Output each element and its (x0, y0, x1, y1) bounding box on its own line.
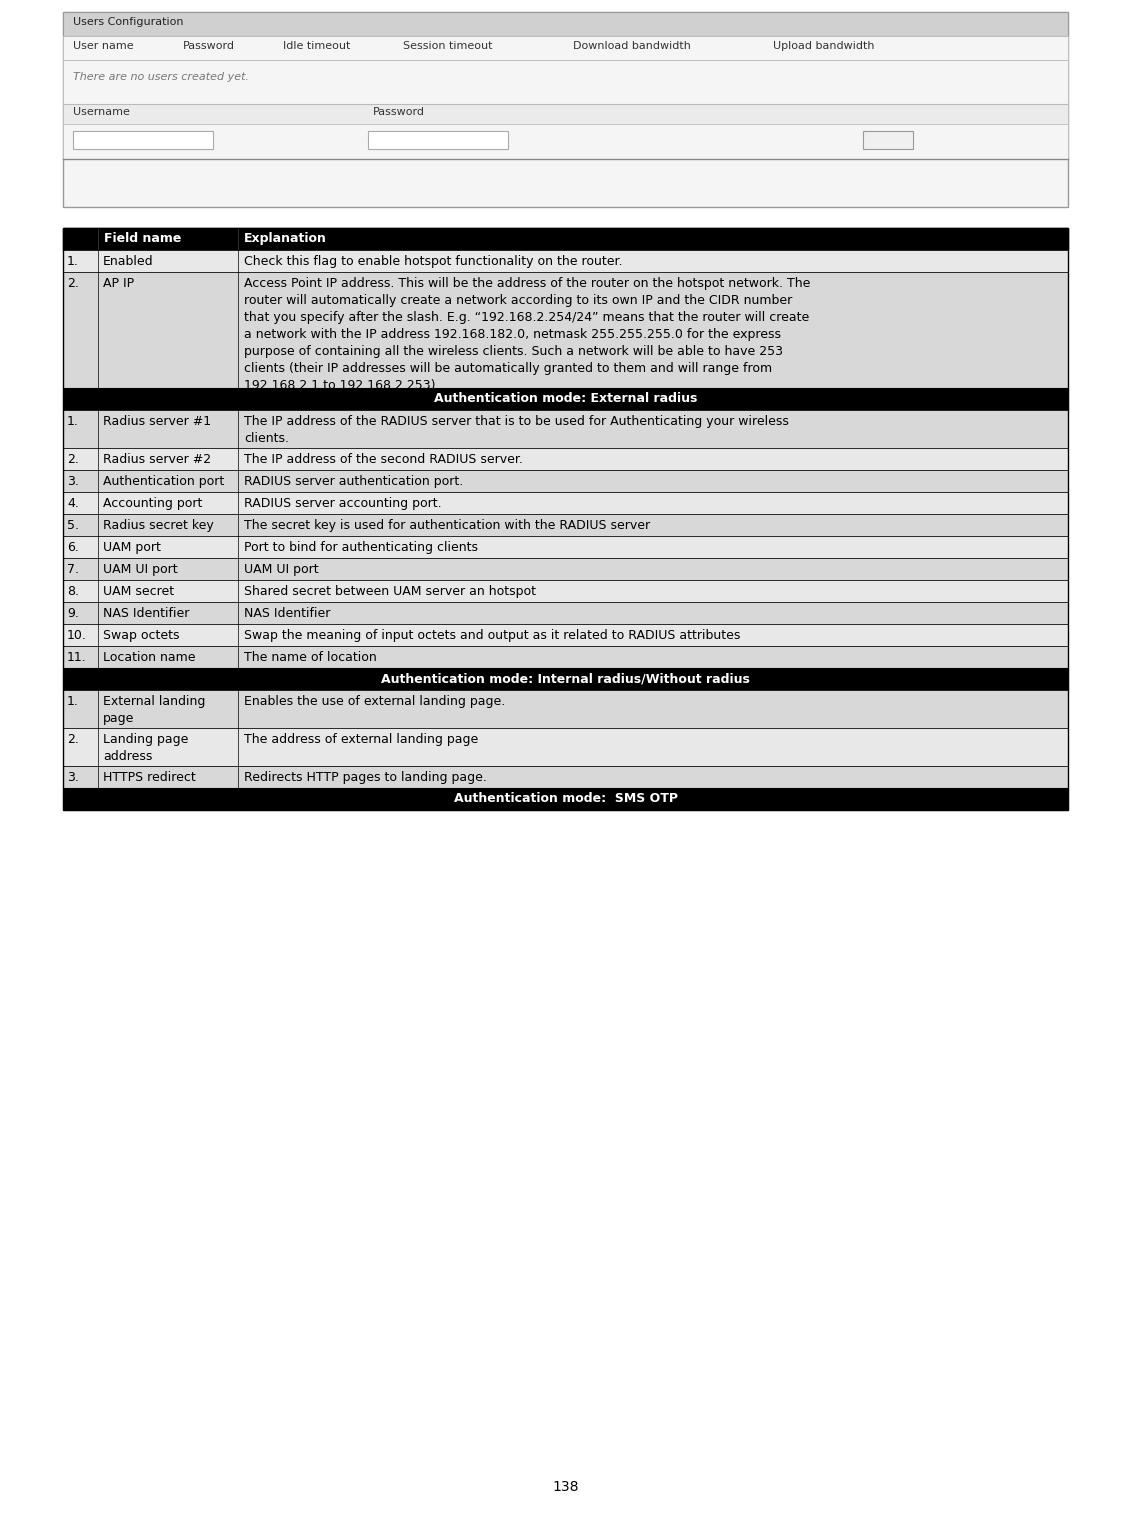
Text: External landing
page: External landing page (103, 694, 206, 725)
Bar (63, 12, 1068, 36)
Text: 1.: 1. (67, 415, 79, 428)
Text: UAM UI port: UAM UI port (103, 563, 178, 576)
Text: 4.: 4. (67, 496, 79, 510)
Bar (63, 558, 1068, 579)
Bar (63, 410, 1068, 448)
Bar (63, 124, 1068, 159)
Bar (63, 514, 1068, 536)
Bar (63, 602, 1068, 623)
Text: Landing page
address: Landing page address (103, 732, 189, 763)
Bar (63, 471, 1068, 492)
Text: Users Configuration: Users Configuration (74, 17, 183, 27)
Bar (63, 448, 1068, 471)
Text: The address of external landing page: The address of external landing page (244, 732, 478, 746)
Text: 1.: 1. (67, 256, 79, 268)
Text: Explanation: Explanation (244, 231, 327, 245)
Text: 5.: 5. (67, 519, 79, 533)
Text: Password: Password (183, 41, 235, 51)
Bar (63, 579, 1068, 602)
Text: UAM secret: UAM secret (103, 586, 174, 598)
Text: The secret key is used for authentication with the RADIUS server: The secret key is used for authenticatio… (244, 519, 650, 533)
Text: 1.: 1. (67, 694, 79, 708)
Bar (74, 132, 213, 148)
Bar (63, 690, 1068, 728)
Text: Authentication mode: Internal radius/Without radius: Authentication mode: Internal radius/Wit… (381, 672, 750, 685)
Bar (368, 132, 508, 148)
Text: Authentication mode: External radius: Authentication mode: External radius (434, 392, 697, 405)
Bar (63, 536, 1068, 558)
Bar (63, 492, 1068, 514)
Bar (63, 623, 1068, 646)
Text: Authentication port: Authentication port (103, 475, 224, 489)
Text: Enabled: Enabled (103, 256, 154, 268)
Bar (63, 728, 1068, 766)
Bar (63, 104, 1068, 124)
Text: Port to bind for authenticating clients: Port to bind for authenticating clients (244, 542, 478, 554)
Bar (63, 250, 1068, 272)
Text: Check this flag to enable hotspot functionality on the router.: Check this flag to enable hotspot functi… (244, 256, 622, 268)
Text: Authentication mode:  SMS OTP: Authentication mode: SMS OTP (454, 791, 677, 805)
Bar (63, 387, 1068, 410)
Text: Idle timeout: Idle timeout (283, 41, 351, 51)
Bar (63, 12, 1068, 207)
Text: Swap the meaning of input octets and output as it related to RADIUS attributes: Swap the meaning of input octets and out… (244, 629, 741, 642)
Text: 2.: 2. (67, 277, 79, 290)
Text: 6.: 6. (67, 542, 79, 554)
Bar (63, 36, 1068, 61)
Text: Radius secret key: Radius secret key (103, 519, 214, 533)
Text: 11.: 11. (67, 651, 87, 664)
Text: Radius server #1: Radius server #1 (103, 415, 211, 428)
Text: There are no users created yet.: There are no users created yet. (74, 73, 249, 82)
Text: The IP address of the RADIUS server that is to be used for Authenticating your w: The IP address of the RADIUS server that… (244, 415, 789, 445)
Text: Field name: Field name (104, 231, 181, 245)
Text: Radius server #2: Radius server #2 (103, 452, 211, 466)
Text: 3.: 3. (67, 772, 79, 784)
Text: Accounting port: Accounting port (103, 496, 202, 510)
Bar (63, 766, 1068, 788)
Text: HTTPS redirect: HTTPS redirect (103, 772, 196, 784)
Text: NAS Identifier: NAS Identifier (103, 607, 189, 620)
Text: Session timeout: Session timeout (403, 41, 492, 51)
Text: Download bandwidth: Download bandwidth (573, 41, 691, 51)
Text: 10.: 10. (67, 629, 87, 642)
Text: 7.: 7. (67, 563, 79, 576)
Bar (63, 228, 1068, 809)
Text: Shared secret between UAM server an hotspot: Shared secret between UAM server an hots… (244, 586, 536, 598)
Bar (63, 228, 1068, 250)
Text: Username: Username (74, 107, 130, 117)
Text: RADIUS server authentication port.: RADIUS server authentication port. (244, 475, 464, 489)
Bar (863, 132, 913, 148)
Text: AP IP: AP IP (103, 277, 135, 290)
Text: The IP address of the second RADIUS server.: The IP address of the second RADIUS serv… (244, 452, 523, 466)
Text: Add: Add (878, 133, 899, 144)
Bar (63, 61, 1068, 104)
Text: NAS Identifier: NAS Identifier (244, 607, 330, 620)
Bar (63, 646, 1068, 669)
Text: UAM UI port: UAM UI port (244, 563, 319, 576)
Bar (63, 272, 1068, 387)
Text: Location name: Location name (103, 651, 196, 664)
Text: RADIUS server accounting port.: RADIUS server accounting port. (244, 496, 441, 510)
Text: 2.: 2. (67, 452, 79, 466)
Text: Password: Password (373, 107, 425, 117)
Text: Upload bandwidth: Upload bandwidth (772, 41, 874, 51)
Text: Swap octets: Swap octets (103, 629, 180, 642)
Text: 8.: 8. (67, 586, 79, 598)
Text: Access Point IP address. This will be the address of the router on the hotspot n: Access Point IP address. This will be th… (244, 277, 811, 392)
Text: Enables the use of external landing page.: Enables the use of external landing page… (244, 694, 506, 708)
Text: 9.: 9. (67, 607, 79, 620)
Text: 138: 138 (552, 1480, 579, 1493)
Text: 2.: 2. (67, 732, 79, 746)
Bar (63, 669, 1068, 690)
Text: Redirects HTTP pages to landing page.: Redirects HTTP pages to landing page. (244, 772, 486, 784)
Text: 3.: 3. (67, 475, 79, 489)
Text: User name: User name (74, 41, 133, 51)
Text: UAM port: UAM port (103, 542, 161, 554)
Text: The name of location: The name of location (244, 651, 377, 664)
Bar (63, 788, 1068, 809)
